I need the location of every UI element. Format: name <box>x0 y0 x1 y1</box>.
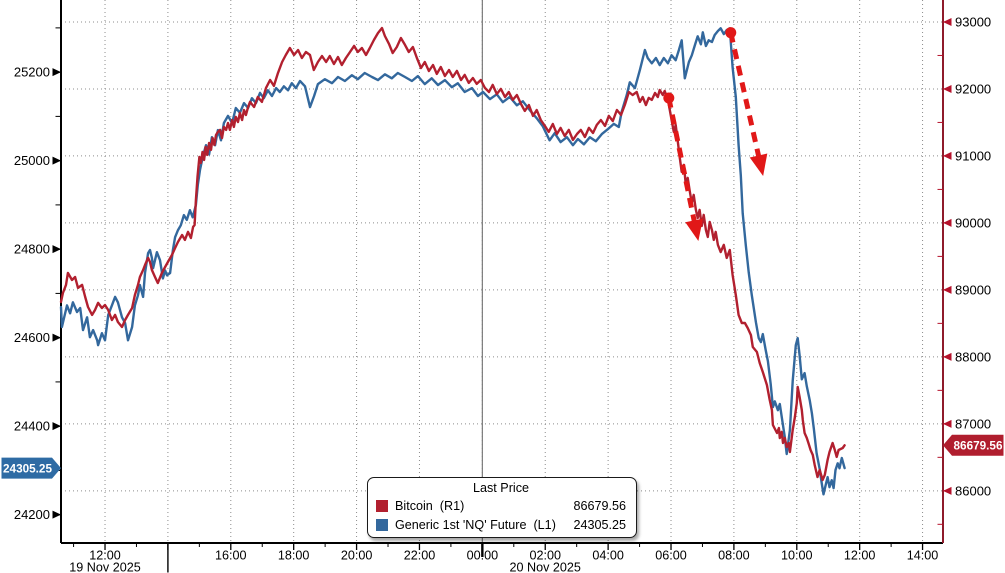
x-axis-time-label: 14:00 <box>907 549 939 563</box>
right-axis-ticks: 93000 92000 91000 90000 89000 88000 87000 86000 <box>937 14 991 525</box>
right-axis-tick-label: 89000 <box>955 282 991 297</box>
x-axis-time-label: 00:00 <box>467 549 499 563</box>
x-axis-time-label: 02:00 <box>529 549 561 563</box>
right-axis-tick-label: 93000 <box>955 14 991 29</box>
right-axis-tick-label: 88000 <box>955 349 991 364</box>
bitcoin-series-swatch <box>376 500 388 512</box>
left-axis-tick-label: 24400 <box>14 419 50 434</box>
x-axis-time-label: 10:00 <box>781 549 813 563</box>
right-axis-tick-label: 86000 <box>955 483 991 498</box>
x-axis-ticks: 12:00 16:00 18:00 20:00 22:00 00:00 02:00 04:00… <box>69 543 938 573</box>
legend-item-bitcoin: Bitcoin (R1) 86679.56 <box>376 498 626 514</box>
x-axis-time-label: 12:00 <box>89 549 121 563</box>
left-axis-ticks: 25200 25000 24800 24600 24400 24200 <box>14 27 61 522</box>
nq-last-price-tag: 24305.25 <box>1 457 61 479</box>
left-axis-tick-label: 25200 <box>14 65 50 80</box>
x-axis-time-label: 12:00 <box>844 549 876 563</box>
x-axis-time-label: 08:00 <box>718 549 750 563</box>
x-axis-time-label: 04:00 <box>592 549 624 563</box>
bitcoin-last-price-tag: 86679.56 <box>943 434 1004 456</box>
right-axis-tick-label: 90000 <box>955 215 991 230</box>
x-axis-time-label: 16:00 <box>215 549 247 563</box>
legend-title: Last Price <box>473 481 529 495</box>
legend-item-nq-future: Generic 1st 'NQ' Future (L1) 24305.25 <box>376 517 626 533</box>
bitcoin-last-price-value: 86679.56 <box>954 439 1003 453</box>
gridlines <box>61 0 943 543</box>
right-axis-tick-label: 92000 <box>955 81 991 96</box>
left-axis-tick-label: 24600 <box>14 330 50 345</box>
x-axis-time-label: 20:00 <box>341 549 373 563</box>
right-axis-tick-label: 91000 <box>955 148 991 163</box>
x-axis-date-label: 19 Nov 2025 <box>69 561 140 573</box>
legend-value-nq-future: 24305.25 <box>573 518 626 532</box>
legend-value-bitcoin: 86679.56 <box>573 499 626 513</box>
x-axis-time-label: 06:00 <box>655 549 687 563</box>
nq-future-series-line <box>59 27 846 496</box>
down-arrow-annotation <box>725 27 768 177</box>
left-axis-tick-label: 24200 <box>14 507 50 522</box>
x-axis-time-label: 18:00 <box>278 549 310 563</box>
right-axis-tick-label: 87000 <box>955 416 991 431</box>
legend-box: Last Price Bitcoin (R1) 86679.56 Generic… <box>367 477 637 538</box>
nq-future-series-swatch <box>376 519 388 531</box>
x-axis-date-label: 20 Nov 2025 <box>510 561 581 573</box>
x-axis-time-label: 22:00 <box>404 549 436 563</box>
bitcoin-series-line <box>59 26 846 482</box>
nq-last-price-value: 24305.25 <box>3 461 52 475</box>
legend-label-bitcoin: Bitcoin (R1) <box>395 499 465 513</box>
left-axis-tick-label: 24800 <box>14 242 50 257</box>
left-axis-tick-label: 25000 <box>14 153 50 168</box>
legend-label-nq-future: Generic 1st 'NQ' Future (L1) <box>395 518 556 532</box>
down-arrow-annotation <box>663 92 703 241</box>
